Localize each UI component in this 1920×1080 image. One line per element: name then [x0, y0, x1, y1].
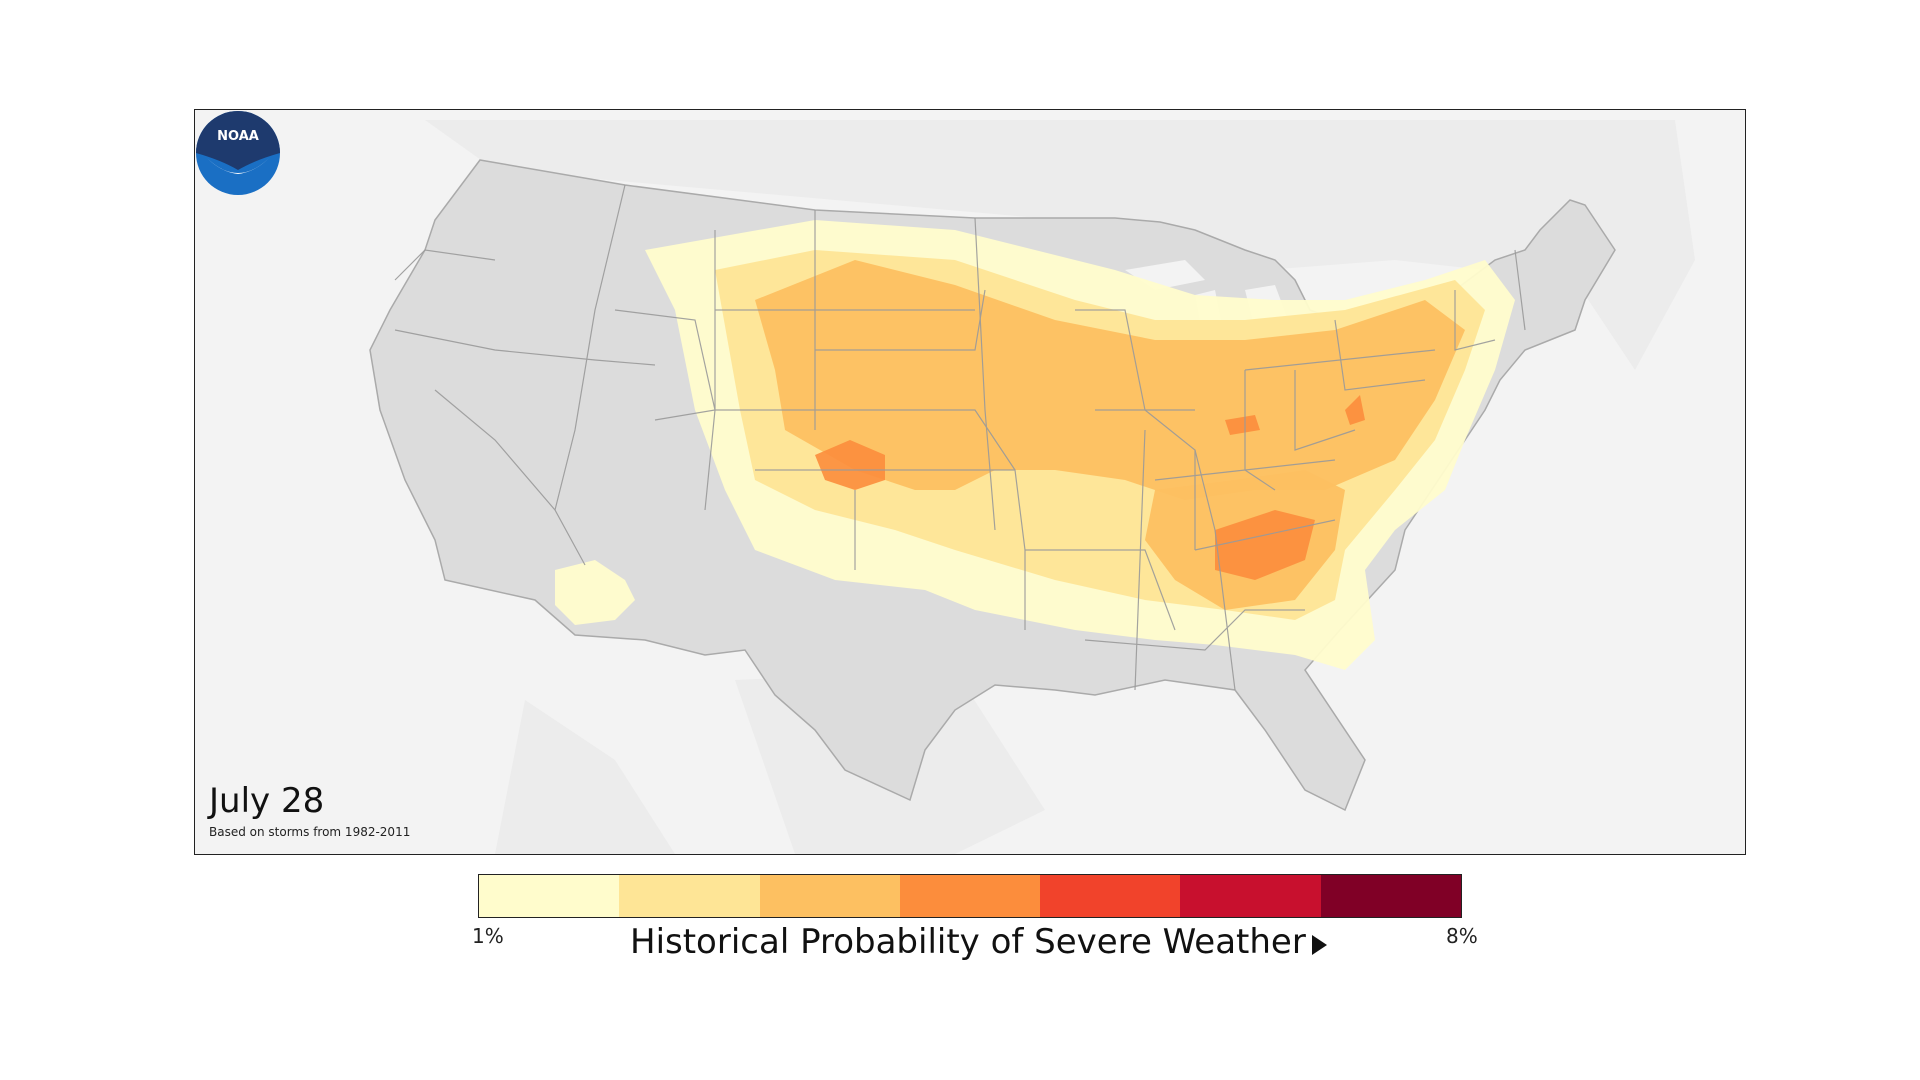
legend-min-label: 1% — [472, 924, 504, 948]
state-borders — [394, 184, 1526, 691]
legend-swatch-2 — [619, 875, 760, 917]
legend-swatch-5 — [1040, 875, 1181, 917]
legend-swatch-3 — [759, 875, 900, 917]
zone-1b — [555, 560, 635, 625]
legend-swatch-4 — [899, 875, 1041, 917]
legend-max-label: 8% — [1446, 924, 1478, 948]
date-label: July 28 — [209, 781, 325, 821]
zone-4c — [1225, 415, 1260, 435]
us-map — [195, 110, 1745, 854]
data-range-note: Based on storms from 1982-2011 — [209, 825, 411, 839]
noaa-logo-text: NOAA — [217, 129, 259, 144]
zone-4d — [1345, 395, 1365, 425]
play-right-icon[interactable] — [1312, 935, 1327, 955]
zone-3 — [755, 260, 1465, 500]
legend-title: Historical Probability of Severe Weather — [630, 922, 1306, 962]
legend-swatch-1 — [479, 875, 620, 917]
legend-swatch-6 — [1180, 875, 1321, 917]
zone-4a — [815, 440, 885, 490]
legend-swatch-7 — [1320, 875, 1461, 917]
noaa-logo-icon: NOAA — [196, 111, 280, 195]
map-panel: July 28 Based on storms from 1982-2011 N… — [194, 109, 1746, 855]
zone-4b — [1215, 510, 1315, 580]
legend-bar — [478, 874, 1462, 918]
